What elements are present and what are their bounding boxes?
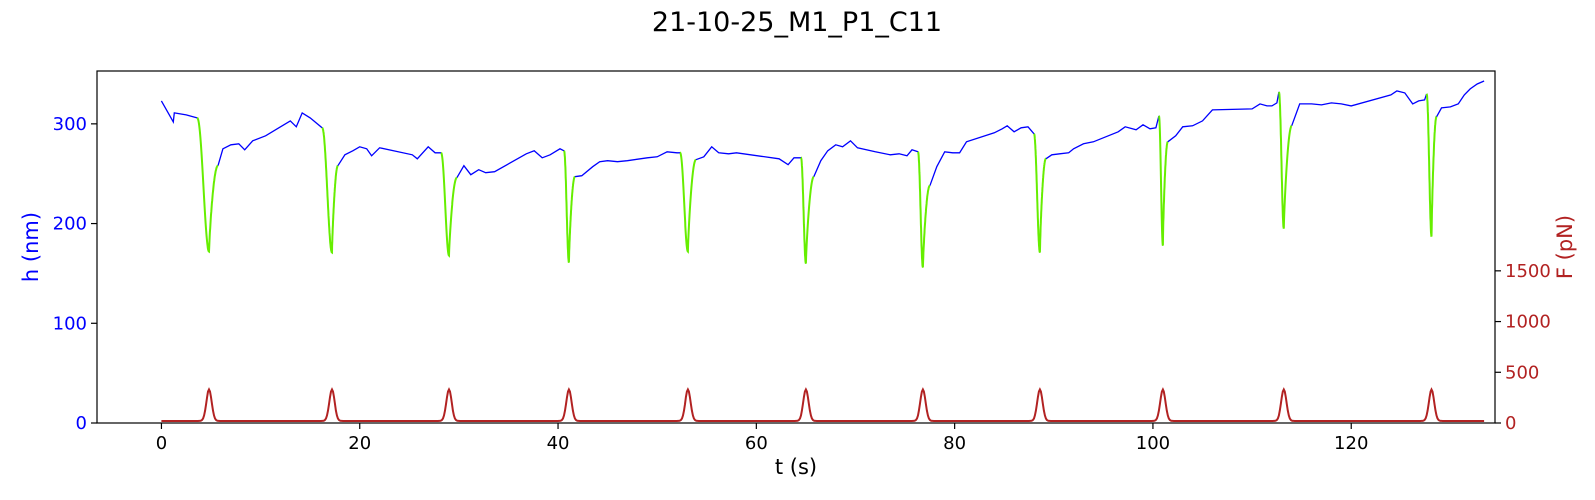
x-tick-label: 40 <box>547 433 570 454</box>
y-left-tick-label: 100 <box>53 313 87 334</box>
y-right-tick-label: 500 <box>1505 362 1539 383</box>
y-axis-left: 0 100 200 300 <box>53 114 97 434</box>
compression-cycle <box>917 151 931 268</box>
x-axis: 0 20 40 60 80 100 120 <box>156 423 1368 454</box>
y-axis-right-label: F (pN) <box>1553 215 1577 279</box>
plot-area <box>160 80 1485 422</box>
x-tick-label: 20 <box>348 433 371 454</box>
y-axis-right: 0 500 1000 1500 <box>1495 261 1551 434</box>
y-left-tick-label: 200 <box>53 214 87 235</box>
y-right-tick-label: 1000 <box>1505 312 1551 333</box>
height-line-segment <box>695 145 801 166</box>
x-axis-label: t (s) <box>775 455 817 479</box>
height-line-segment <box>813 139 919 177</box>
force-line <box>161 387 1485 422</box>
height-line-segment <box>929 124 1035 186</box>
compression-cycle <box>679 151 697 254</box>
compression-cycle <box>440 151 458 258</box>
compression-cycle <box>1278 91 1293 229</box>
x-tick-label: 100 <box>1136 433 1170 454</box>
compression-cycle <box>800 156 815 264</box>
compression-cycle <box>1158 115 1169 246</box>
compression-cycle <box>563 150 576 263</box>
height-line-segment <box>160 100 198 124</box>
y-axis-left-label: h (nm) <box>19 212 43 282</box>
chart-title: 21-10-25_M1_P1_C11 <box>652 7 942 38</box>
compression-cycle <box>1425 93 1438 237</box>
y-right-tick-label: 1500 <box>1505 261 1551 282</box>
height-line-segment <box>574 151 680 178</box>
height-line-segment <box>1045 115 1160 160</box>
x-tick-label: 0 <box>156 433 167 454</box>
y-left-tick-label: 300 <box>53 114 87 135</box>
compression-cycle <box>196 116 219 254</box>
height-line-segment <box>1435 80 1485 118</box>
x-tick-label: 60 <box>745 433 768 454</box>
compression-cycle <box>1033 133 1047 253</box>
height-line-segment <box>1291 90 1428 127</box>
x-tick-label: 80 <box>943 433 966 454</box>
x-tick-label: 120 <box>1334 433 1368 454</box>
y-left-tick-label: 0 <box>76 413 87 434</box>
height-line-segment <box>456 148 565 179</box>
height-line-segment <box>1167 91 1280 143</box>
height-line-segment <box>337 145 441 167</box>
y-right-tick-label: 0 <box>1505 413 1516 434</box>
plot-frame <box>96 70 1496 424</box>
height-line-segment <box>217 111 323 166</box>
compression-cycle <box>321 126 339 255</box>
